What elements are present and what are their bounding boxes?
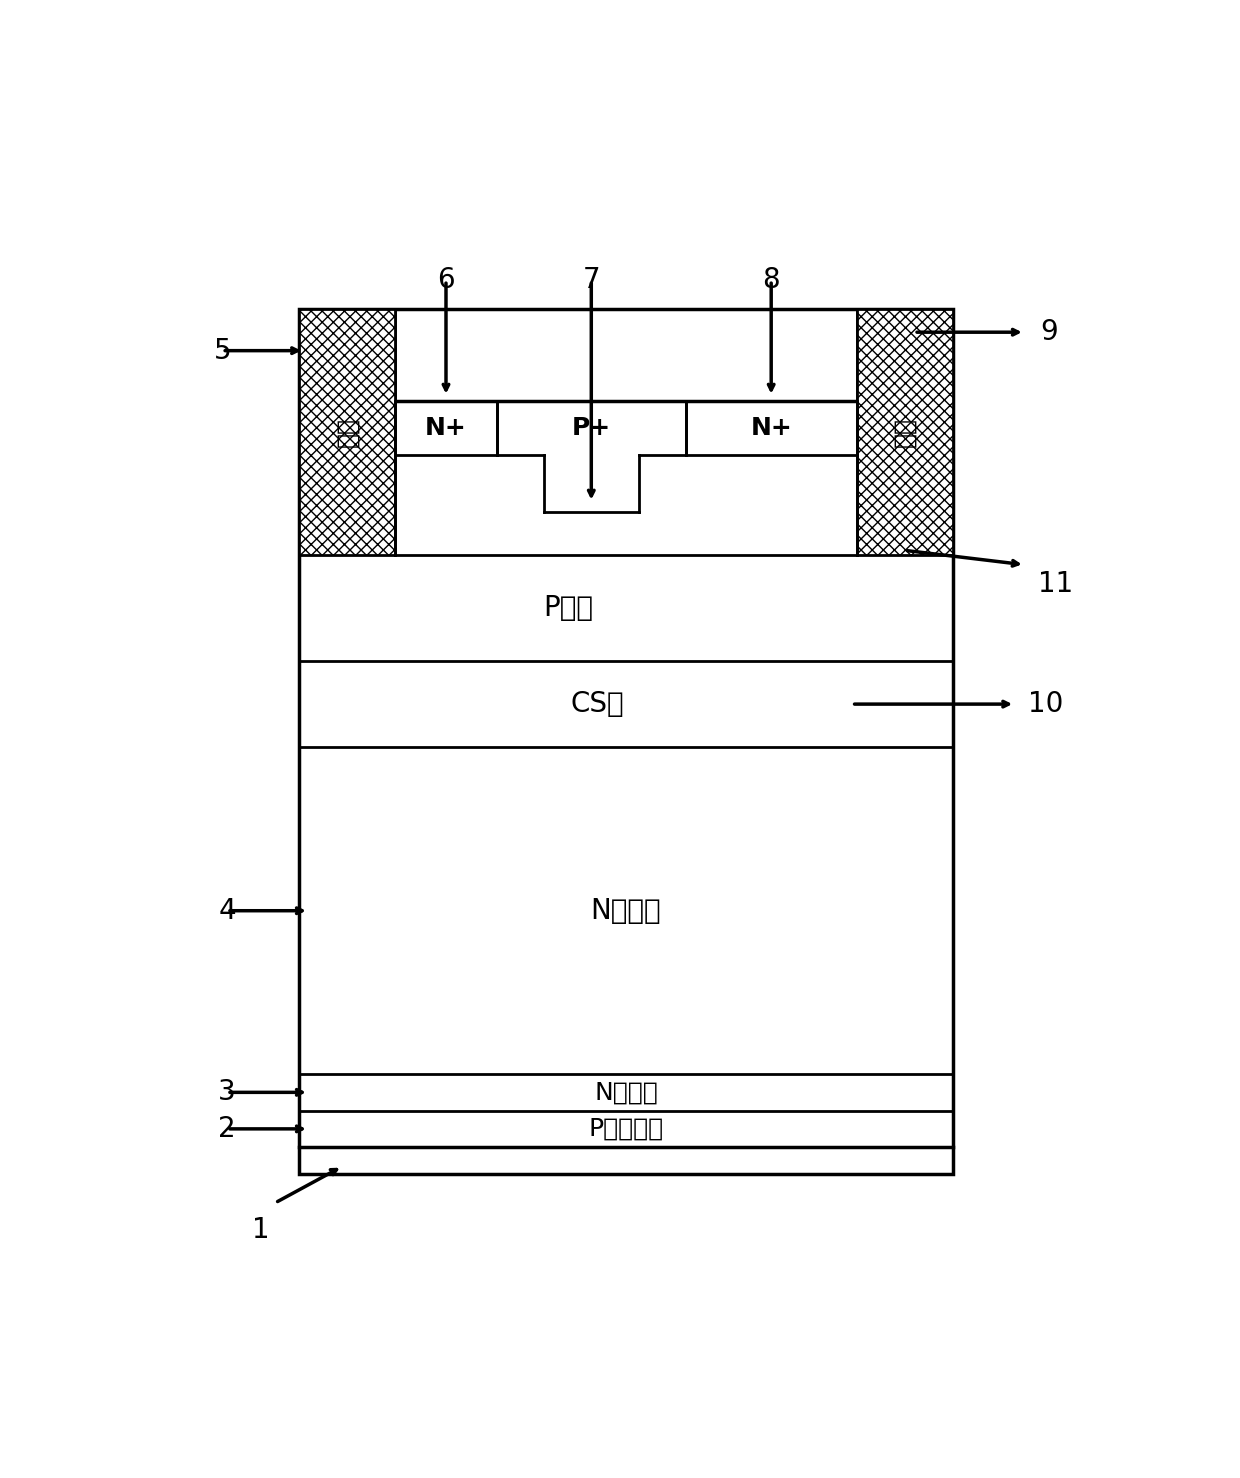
- Text: N+: N+: [750, 417, 792, 440]
- Text: N漂移区: N漂移区: [590, 897, 661, 925]
- Text: 6: 6: [438, 266, 455, 294]
- Text: CS层: CS层: [570, 690, 624, 718]
- Text: 3: 3: [218, 1079, 236, 1107]
- Text: 7: 7: [583, 266, 600, 294]
- Text: 栅极: 栅极: [893, 417, 916, 448]
- Text: 10: 10: [1028, 690, 1064, 718]
- Text: 4: 4: [218, 897, 236, 925]
- Text: P集电极区: P集电极区: [588, 1117, 663, 1141]
- Bar: [299, 309, 396, 402]
- Bar: [857, 309, 952, 402]
- Bar: [299, 309, 952, 1174]
- Bar: [299, 309, 396, 556]
- Text: 栅极: 栅极: [335, 417, 360, 448]
- Text: 11: 11: [1038, 571, 1073, 599]
- Text: P+: P+: [572, 417, 611, 440]
- Text: 5: 5: [213, 337, 231, 365]
- Text: 8: 8: [763, 266, 780, 294]
- Text: N缓冲层: N缓冲层: [594, 1080, 657, 1104]
- Text: P基区: P基区: [543, 594, 593, 622]
- Bar: [857, 309, 952, 556]
- Text: 2: 2: [218, 1114, 236, 1142]
- Text: N+: N+: [425, 417, 467, 440]
- Text: 1: 1: [252, 1216, 269, 1244]
- Text: 9: 9: [1040, 318, 1058, 346]
